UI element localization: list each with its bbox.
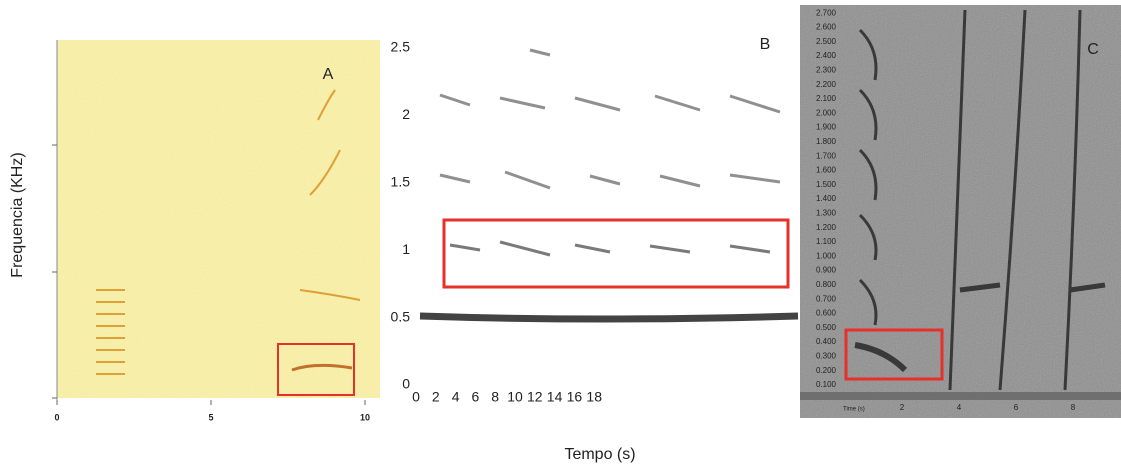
y-axis-label: Frequencia (KHz) xyxy=(9,152,26,277)
x-axis-label: Tempo (s) xyxy=(564,446,635,463)
y-tick-label: 0.500 xyxy=(816,323,837,332)
spectrogram xyxy=(418,40,800,385)
y-tick-label: 0.900 xyxy=(816,266,837,275)
panel-label: A xyxy=(323,66,334,83)
y-tick-label: 2 xyxy=(402,106,410,122)
y-tick-label: 2.500 xyxy=(816,37,837,46)
y-tick-label: 0.100 xyxy=(816,380,837,389)
x-tick-label: 8 xyxy=(1071,403,1076,412)
y-tick-label: 0.800 xyxy=(816,280,837,289)
panel-b: B xyxy=(418,36,800,385)
streaks xyxy=(96,89,361,375)
x-unit-label: Time (s) xyxy=(843,407,865,413)
y-tick-label: 1.5 xyxy=(391,174,411,190)
y-tick-label: 1.200 xyxy=(816,223,837,232)
x-tick-label: 0 xyxy=(412,389,420,405)
y-tick-label: 1.000 xyxy=(816,251,837,260)
x-tick-label: 10 xyxy=(360,412,370,422)
x-tick-label: 14 xyxy=(547,389,563,405)
streaks xyxy=(854,9,1106,391)
y-tick-label: 1.700 xyxy=(816,151,837,160)
y-tick-label: 2.000 xyxy=(816,108,837,117)
highlight-box xyxy=(442,218,790,289)
x-tick-label: 16 xyxy=(567,389,583,405)
x-tick-label: 8 xyxy=(491,389,499,405)
y-tick-label: 1.600 xyxy=(816,166,837,175)
highlight-box xyxy=(844,328,944,381)
y-tick-label: 0.600 xyxy=(816,309,837,318)
y-tick-label: 0.200 xyxy=(816,366,837,375)
y-tick-label: 0.400 xyxy=(816,337,837,346)
x-tick-label: 6 xyxy=(1014,403,1019,412)
y-tick-label: 2.700 xyxy=(816,8,837,17)
x-tick-label: 4 xyxy=(957,403,962,412)
y-tick-label: 2.5 xyxy=(391,39,411,55)
y-tick-label: 1.100 xyxy=(816,237,837,246)
panel-c: C xyxy=(800,5,1121,418)
x-tick-label: 2 xyxy=(432,389,440,405)
x-tick-label: 0 xyxy=(54,412,59,422)
y-tick-label: 1.900 xyxy=(816,123,837,132)
y-tick-label: 2.600 xyxy=(816,23,837,32)
y-tick-label: 0.700 xyxy=(816,294,837,303)
streaks xyxy=(419,48,799,323)
y-tick-label: 1 xyxy=(402,241,410,257)
y-tick-label: 2.100 xyxy=(816,94,837,103)
panel-label: C xyxy=(1087,41,1099,58)
y-tick-label: 0 xyxy=(402,376,410,392)
x-tick-label: 10 xyxy=(507,389,523,405)
y-tick-label: 2.300 xyxy=(816,66,837,75)
y-tick-label: 1.800 xyxy=(816,137,837,146)
x-tick-label: 6 xyxy=(472,389,480,405)
panel-a: A xyxy=(52,40,380,400)
panel-label: B xyxy=(760,36,771,53)
highlight-box xyxy=(277,343,355,396)
x-tick-label: 5 xyxy=(208,412,213,422)
x-tick-label: 18 xyxy=(586,389,602,405)
y-tick-label: 0.5 xyxy=(391,308,411,324)
x-tick-label: 12 xyxy=(527,389,543,405)
y-tick-label: 1.400 xyxy=(816,194,837,203)
x-tick-label: 2 xyxy=(900,403,905,412)
y-tick-label: 0.300 xyxy=(816,352,837,361)
y-tick-label: 2.200 xyxy=(816,80,837,89)
y-tick-label: 2.400 xyxy=(816,51,837,60)
y-tick-label: 1.500 xyxy=(816,180,837,189)
floor-band xyxy=(800,392,1121,400)
x-tick-label: 4 xyxy=(452,389,460,405)
y-tick-label: 1.300 xyxy=(816,209,837,218)
